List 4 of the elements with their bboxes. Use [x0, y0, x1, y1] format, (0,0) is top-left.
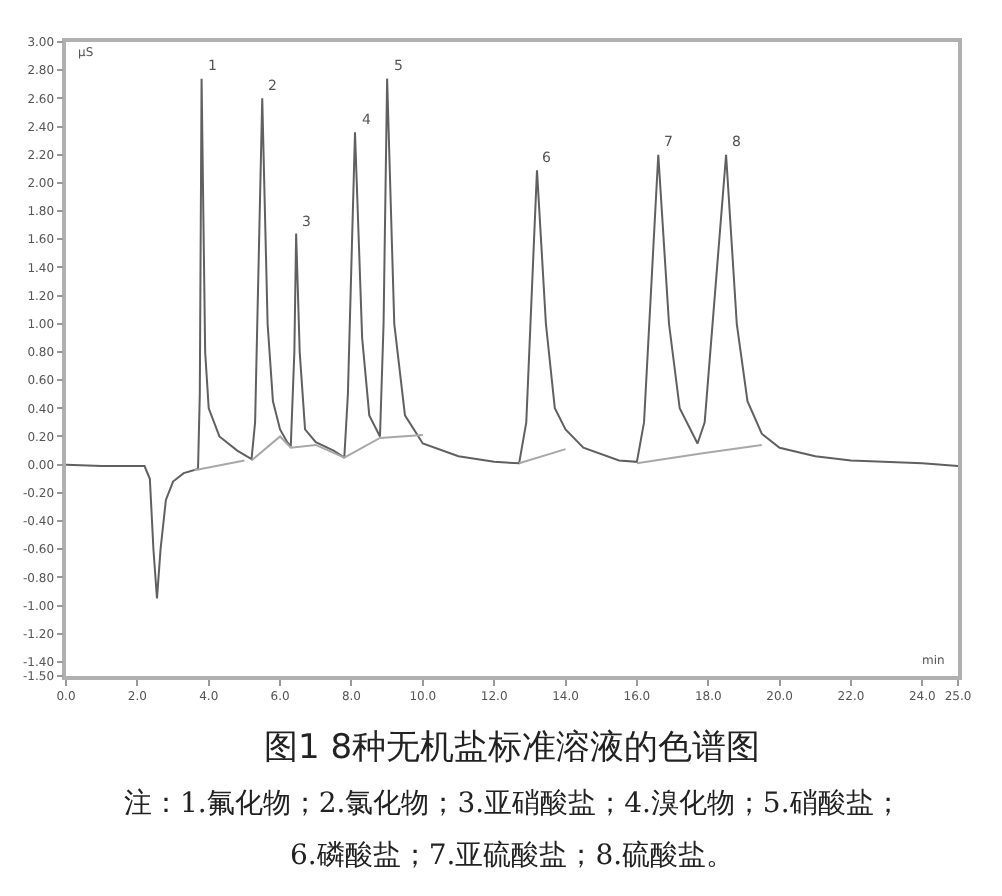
text: 6.磷酸盐；7.亚硫酸盐；8.硫酸盐。 — [290, 840, 735, 872]
line-series — [66, 77, 958, 600]
text: 图1 8种无机盐标准溶液的色谱图 — [264, 728, 761, 768]
text: 注：1.氟化物；2.氯化物；3.亚硝酸盐；4.溴化物；5.硝酸盐； — [124, 788, 902, 820]
